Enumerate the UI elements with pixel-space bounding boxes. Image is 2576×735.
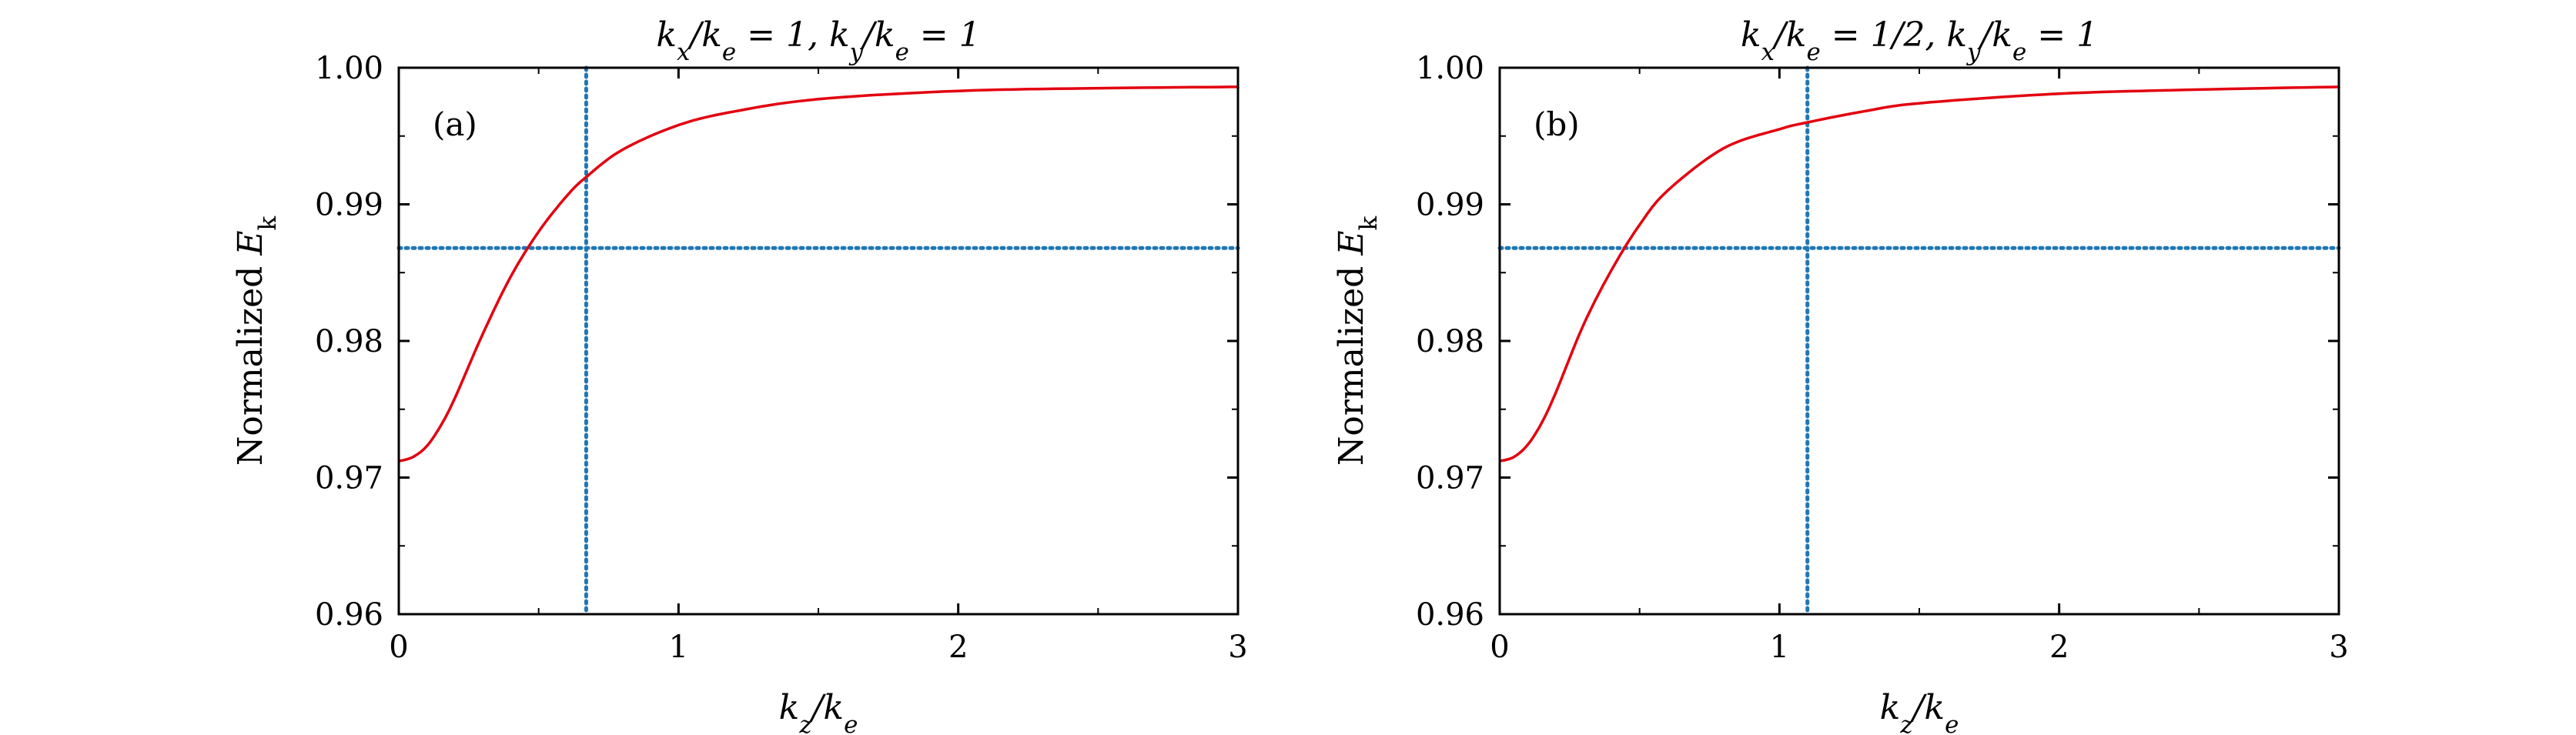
- panel-title: kx/ke = 1, ky/ke = 1: [656, 15, 980, 66]
- panel-tag: (b): [1534, 105, 1580, 143]
- x-tick-label: 3: [1228, 630, 1247, 665]
- panel-a: 0 1 2 3 0.96 0.97 0.98 0.99 1.00 kx/ke = 1, ky/ke…: [231, 15, 1248, 735]
- y-tick-label: 1.00: [1416, 51, 1484, 86]
- plot-frame: [1498, 66, 2340, 616]
- x-tick-label: 2: [2049, 630, 2069, 665]
- panel-tag: (a): [433, 105, 477, 143]
- y-tick-label: 0.96: [315, 597, 383, 633]
- x-tick-label: 1: [669, 630, 688, 665]
- x-axis-label: kz/ke: [779, 688, 858, 735]
- x-tick-label: 3: [2329, 630, 2348, 665]
- y-axis-label: Normalized Ek: [231, 216, 282, 466]
- x-tick-label: 0: [389, 630, 408, 665]
- y-tick-label: 0.98: [1416, 324, 1484, 359]
- x-tick-label: 0: [1490, 630, 1509, 665]
- x-tick-label: 1: [1770, 630, 1789, 665]
- series-line: [1499, 85, 2340, 463]
- x-tick-label: 2: [948, 630, 968, 665]
- y-tick-label: 0.96: [1416, 597, 1484, 633]
- y-tick-label: 0.98: [315, 324, 383, 359]
- panel-b: 0 1 2 3 0.96 0.97 0.98 0.99 1.00 kx/ke = 1/2, ky/…: [1332, 15, 2349, 735]
- y-axis-label: Normalized Ek: [1332, 216, 1383, 466]
- panel-title: kx/ke = 1/2, ky/ke = 1: [1741, 15, 2098, 66]
- y-tick-label: 0.99: [315, 188, 383, 223]
- y-tick-label: 1.00: [315, 51, 383, 86]
- plot-frame: [397, 66, 1239, 616]
- series-line: [398, 85, 1239, 463]
- y-tick-label: 0.97: [315, 461, 383, 496]
- y-tick-label: 0.99: [1416, 188, 1484, 223]
- y-tick-label: 0.97: [1416, 461, 1484, 496]
- x-axis-label: kz/ke: [1880, 688, 1959, 735]
